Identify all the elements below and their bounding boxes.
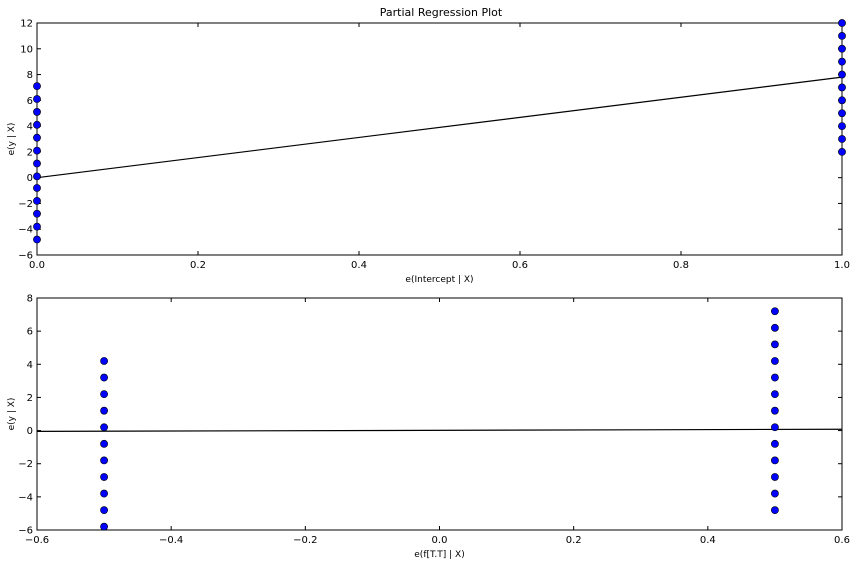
data-point xyxy=(100,390,108,399)
y-tick-label: 10 xyxy=(20,44,33,55)
data-point xyxy=(771,390,779,399)
x-tick-label: −0.2 xyxy=(293,535,317,546)
chart-title: Partial Regression Plot xyxy=(380,6,503,19)
data-point xyxy=(33,235,41,244)
data-point xyxy=(33,95,41,103)
data-point xyxy=(33,196,41,205)
data-point xyxy=(33,146,41,155)
fit-line xyxy=(36,428,843,432)
data-point xyxy=(838,147,846,156)
y-tick-label: −2 xyxy=(18,199,33,210)
y-tick-label: 0 xyxy=(27,426,33,437)
data-point xyxy=(838,96,846,105)
y-tick-label: 6 xyxy=(27,96,33,107)
x-tick-label: 0.0 xyxy=(29,260,45,271)
data-point xyxy=(771,439,779,448)
data-point xyxy=(771,473,779,481)
data-point xyxy=(33,133,41,142)
bottom-subplot: −0.6 −0.4 −0.2 0.0 0.2 0.4 0.6 −6 −4 −2 0 2 4 6 8 e(f[T… xyxy=(7,294,850,561)
data-point xyxy=(838,135,846,143)
y-tick-label: 4 xyxy=(27,360,33,371)
data-point xyxy=(33,172,41,181)
y-tick-label: 4 xyxy=(27,122,33,133)
plot-frame xyxy=(36,22,843,256)
data-point xyxy=(771,340,779,349)
x-tick-label: 0.6 xyxy=(512,260,528,271)
data-point xyxy=(838,44,846,53)
data-point xyxy=(838,19,846,27)
x-tick-label: 0.6 xyxy=(834,535,850,546)
data-point xyxy=(100,473,108,481)
data-point xyxy=(100,406,108,415)
y-tick-label: −6 xyxy=(18,251,33,262)
y-tick-label: 2 xyxy=(27,147,33,158)
data-layer xyxy=(33,19,846,244)
y-tick-label: −6 xyxy=(18,526,33,537)
top-subplot: 0.0 0.2 0.4 0.6 0.8 1.0 −6 −4 −2 0 2 4 6 8 10 12 e(Inter… xyxy=(7,19,850,286)
y-axis-label: e(y | X) xyxy=(7,123,17,156)
y-axis-label: e(y | X) xyxy=(7,398,17,431)
data-point xyxy=(838,31,846,40)
data-layer xyxy=(36,307,843,531)
x-axis-label: e(f[T.T] | X) xyxy=(414,550,464,560)
x-tick-label: 0.0 xyxy=(432,535,448,546)
data-point xyxy=(838,70,846,79)
x-tick-label: 0.4 xyxy=(351,260,367,271)
y-tick-label: 8 xyxy=(27,294,33,305)
data-point xyxy=(33,209,41,218)
x-tick-label: 0.2 xyxy=(190,260,206,271)
y-tick-label: 2 xyxy=(27,393,33,404)
y-tick-label: 8 xyxy=(27,70,33,81)
data-point xyxy=(33,159,41,168)
data-point xyxy=(100,456,108,465)
x-tick-label: 0.2 xyxy=(566,535,582,546)
y-tick-label: −4 xyxy=(18,492,33,503)
y-tick-label: −2 xyxy=(18,459,33,470)
data-point xyxy=(771,456,779,465)
data-point xyxy=(771,323,779,332)
x-tick-label: 0.4 xyxy=(700,535,716,546)
y-tick-label: −4 xyxy=(18,225,33,236)
data-point xyxy=(100,373,108,382)
data-point xyxy=(771,357,779,365)
data-point xyxy=(838,109,846,118)
x-tick-label: 1.0 xyxy=(834,260,850,271)
data-point xyxy=(838,83,846,92)
data-point xyxy=(33,222,41,231)
data-point xyxy=(771,406,779,415)
y-tick-label: 6 xyxy=(27,327,33,338)
y-tick-label: 0 xyxy=(27,173,33,184)
data-point xyxy=(771,489,779,498)
x-tick-label: 0.8 xyxy=(673,260,689,271)
data-point xyxy=(771,307,779,316)
data-point xyxy=(100,522,108,531)
plot-frame xyxy=(36,297,843,531)
data-point xyxy=(771,506,779,515)
x-tick-label: −0.4 xyxy=(159,535,183,546)
data-point xyxy=(771,373,779,382)
fit-line xyxy=(36,76,843,179)
data-point xyxy=(838,57,846,66)
x-axis-label: e(Intercept | X) xyxy=(405,275,473,285)
data-point xyxy=(838,122,846,131)
data-point xyxy=(100,423,108,432)
data-point xyxy=(100,489,108,498)
data-point xyxy=(33,82,41,91)
data-point xyxy=(100,357,108,365)
x-tick-label: −0.6 xyxy=(25,535,49,546)
data-point xyxy=(771,423,779,432)
data-point xyxy=(100,506,108,515)
data-point xyxy=(33,184,41,192)
data-point xyxy=(33,120,41,129)
data-point xyxy=(33,108,41,116)
data-point xyxy=(100,439,108,448)
y-tick-label: 12 xyxy=(20,19,33,30)
